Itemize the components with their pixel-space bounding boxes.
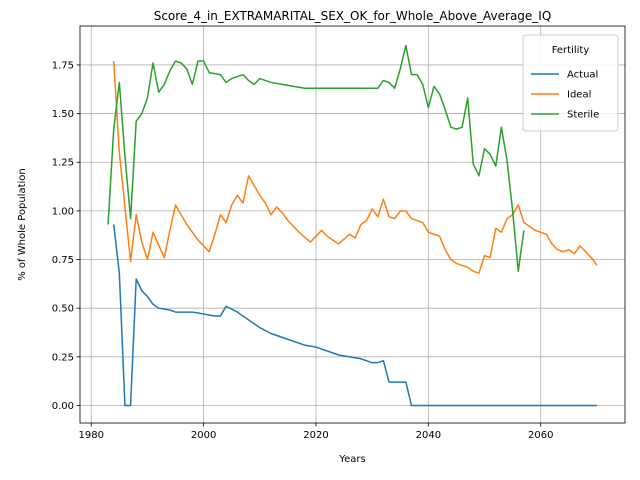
y-tick-label: 1.75 (52, 60, 74, 71)
legend-label-actual: Actual (567, 70, 598, 81)
y-axis-label: % of Whole Population (17, 168, 28, 281)
x-tick-label: 2040 (416, 430, 441, 441)
legend-label-ideal: Ideal (567, 90, 591, 101)
x-axis-label: Years (338, 454, 365, 465)
series-layer (107, 44, 598, 407)
series-line-sterile (107, 44, 525, 272)
legend: Fertility Actual Ideal Sterile (522, 34, 619, 132)
series-line-actual (112, 224, 597, 407)
legend-items: Actual Ideal Sterile (531, 70, 599, 121)
x-tick-label: 2020 (303, 430, 328, 441)
y-tick-label: 0.25 (52, 352, 74, 363)
tick-layer: 1980 2000 2020 2040 2060 0.00 0.25 0.50 0.75 1.00… (52, 60, 554, 441)
y-tick-label: 1.50 (52, 109, 74, 120)
y-tick-label: 0.50 (52, 304, 74, 315)
x-tick-label: 2000 (191, 430, 216, 441)
chart-title: Score_4_in_EXTRAMARITAL_SEX_OK_for_Whole… (154, 9, 552, 23)
plot-frame (79, 25, 626, 424)
legend-title: Fertility (552, 45, 590, 56)
legend-box (522, 34, 619, 132)
y-tick-label: 0.75 (52, 255, 74, 266)
series-line-ideal (112, 60, 598, 274)
x-tick-label: 1980 (79, 430, 104, 441)
y-tick-label: 1.25 (52, 158, 74, 169)
legend-label-sterile: Sterile (567, 110, 599, 121)
y-tick-label: 1.00 (52, 206, 74, 217)
x-tick-label: 2060 (528, 430, 553, 441)
y-tick-label: 0.00 (52, 401, 74, 412)
